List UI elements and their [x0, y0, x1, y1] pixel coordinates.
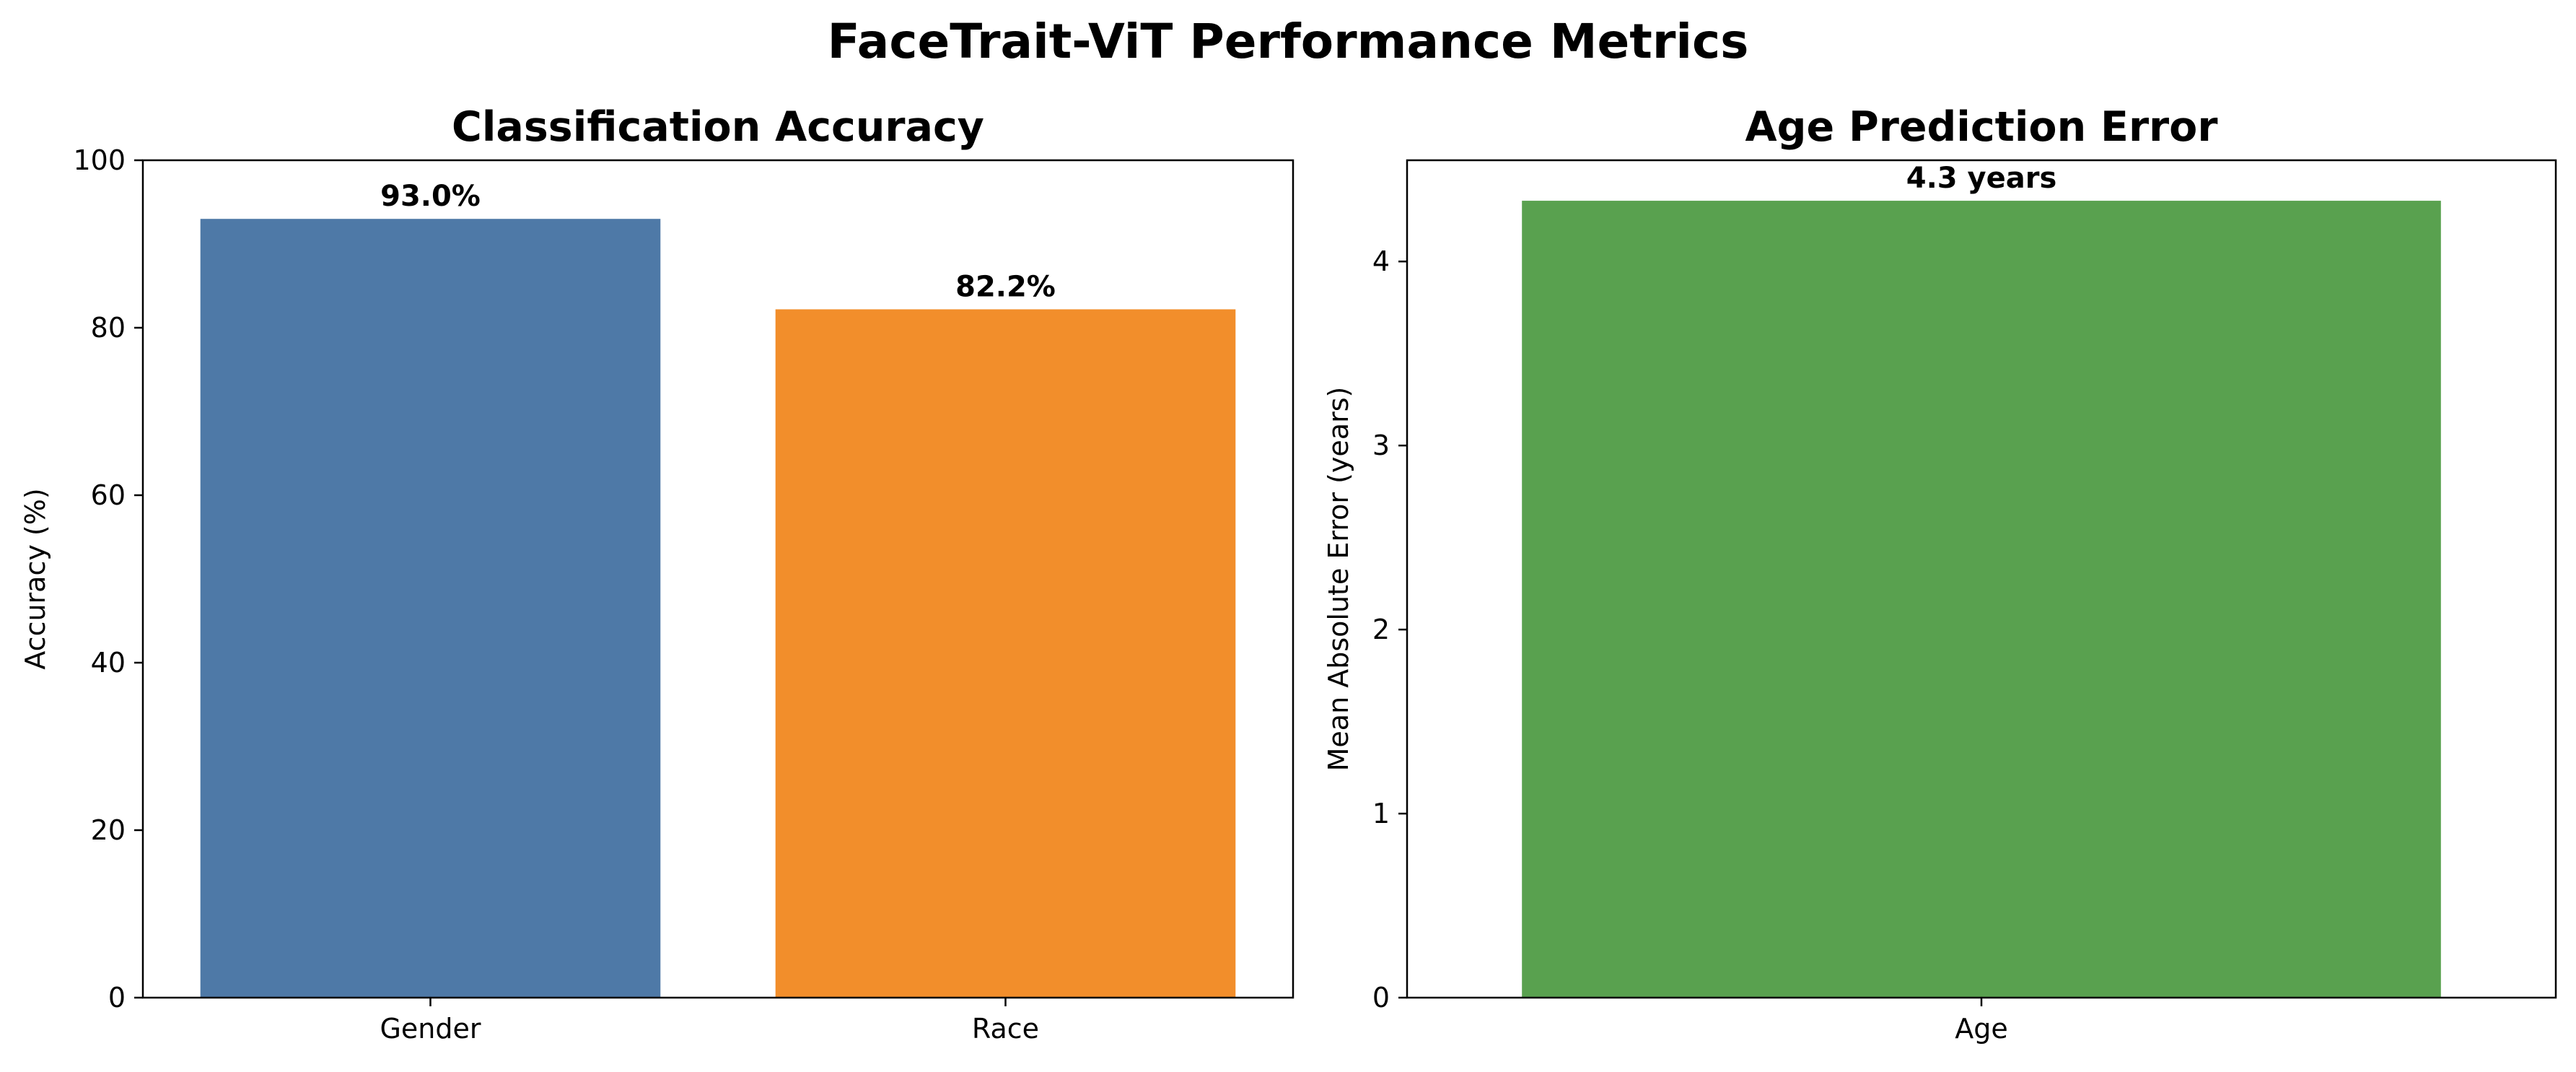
- x-tick-label: Age: [1955, 1013, 2008, 1045]
- y-tick-label: 40: [91, 647, 126, 679]
- axes-frame: [1406, 159, 2557, 999]
- x-tick-label: Gender: [380, 1013, 481, 1045]
- bar-gender: [200, 219, 661, 998]
- y-axis-label: Mean Absolute Error (years): [1323, 387, 1354, 772]
- bar-value-label: 4.3 years: [1906, 162, 2057, 195]
- y-tick-label: 3: [1372, 430, 1390, 461]
- bar-value-label: 82.2%: [955, 270, 1056, 303]
- y-tick-label: 1: [1372, 798, 1390, 829]
- bar-value-label: 93.0%: [380, 180, 481, 213]
- chart-2: 4.3 years Age 0 1 2 3 4 Age Prediction Error Mea…: [1323, 103, 2557, 1045]
- y-tick-label: 80: [91, 312, 126, 344]
- y-tick-label: 20: [91, 814, 126, 846]
- bar-age: [1522, 201, 2441, 998]
- chart-title: Classification Accuracy: [452, 103, 984, 151]
- axes-frame: [141, 159, 1294, 999]
- y-tick-label: 2: [1372, 614, 1390, 645]
- figure-title: FaceTrait-ViT Performance Metrics: [828, 14, 1749, 69]
- y-tick-label: 4: [1372, 245, 1390, 277]
- chart-title: Age Prediction Error: [1745, 103, 2218, 151]
- y-tick-label: 100: [73, 144, 126, 176]
- x-tick-label: Race: [972, 1013, 1039, 1045]
- y-tick-label: 0: [1372, 982, 1390, 1014]
- chart-1: 93.0% Gender 82.2% Race 0 20 40 60 80 100 Classifi…: [19, 103, 1294, 1045]
- y-tick-label: 60: [91, 479, 126, 511]
- y-axis-label: Accuracy (%): [19, 488, 51, 669]
- y-tick-label: 0: [108, 982, 126, 1014]
- bar-race: [775, 309, 1236, 998]
